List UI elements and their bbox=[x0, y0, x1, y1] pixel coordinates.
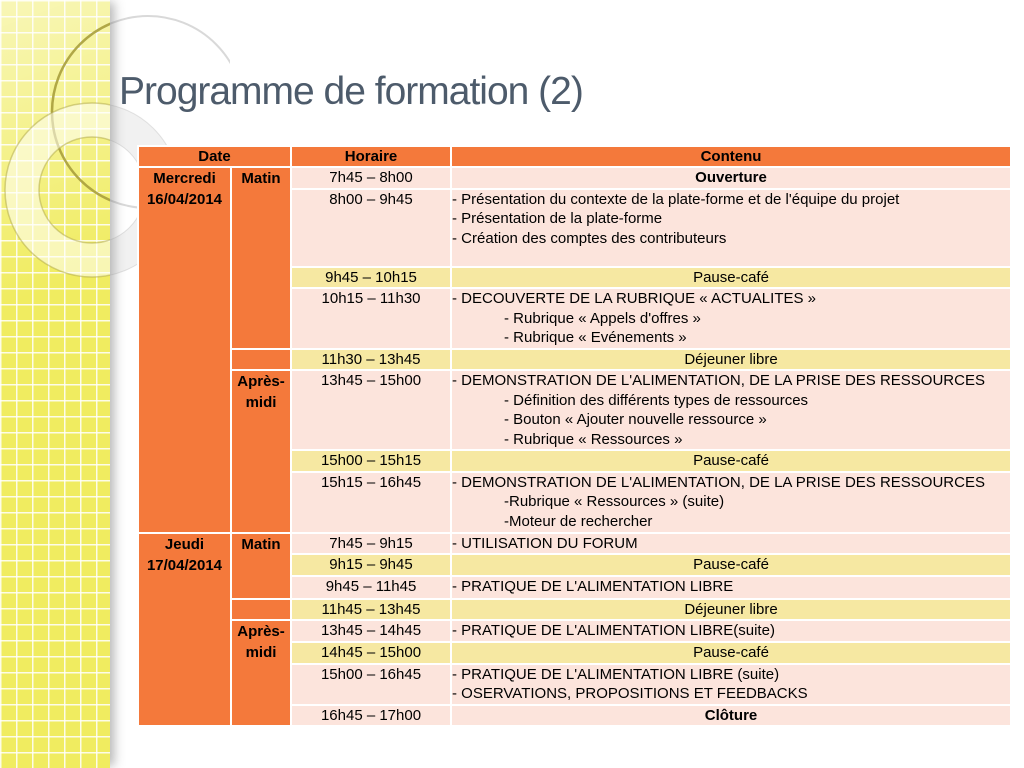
content-line: Déjeuner libre bbox=[684, 600, 778, 618]
time-cell: 11h45 – 13h45 bbox=[290, 597, 453, 621]
content-line: - OSERVATIONS, PROPOSITIONS ET FEEDBACKS bbox=[452, 685, 808, 702]
content-cell: - DECOUVERTE DE LA RUBRIQUE « ACTUALITES… bbox=[450, 287, 1013, 350]
header-contenu: Contenu bbox=[450, 145, 1013, 168]
time-cell: 9h45 – 11h45 bbox=[290, 574, 453, 600]
content-line: - DEMONSTRATION DE L'ALIMENTATION, DE LA… bbox=[452, 372, 985, 389]
time-cell: 14h45 – 15h00 bbox=[290, 641, 453, 665]
time-cell: 15h00 – 16h45 bbox=[290, 662, 453, 706]
time-cell: 15h00 – 15h15 bbox=[290, 449, 453, 473]
content-cell: - DEMONSTRATION DE L'ALIMENTATION, DE LA… bbox=[450, 369, 1013, 451]
content-line: - UTILISATION DU FORUM bbox=[452, 534, 638, 552]
time-cell: 8h00 – 9h45 bbox=[290, 187, 453, 268]
content-line: Pause-café bbox=[693, 556, 769, 573]
schedule-table: Date Horaire Contenu Mercredi 16/04/2014 M… bbox=[136, 145, 1013, 727]
content-line: Pause-café bbox=[693, 452, 769, 469]
date-cell: Jeudi 17/04/2014 bbox=[137, 531, 232, 727]
time-cell: 13h45 – 14h45 bbox=[290, 619, 453, 643]
schedule-table-container: Date Horaire Contenu Mercredi 16/04/2014 M… bbox=[136, 145, 1013, 727]
table-row: 9h45 – 11h45- PRATIQUE DE L'ALIMENTATION… bbox=[138, 574, 1013, 600]
date-cell: Mercredi 16/04/2014 bbox=[137, 166, 232, 534]
content-line: - DECOUVERTE DE LA RUBRIQUE « ACTUALITES… bbox=[452, 290, 816, 307]
content-line: - PRATIQUE DE L'ALIMENTATION LIBRE bbox=[452, 577, 734, 595]
time-cell: 11h30 – 13h45 bbox=[290, 347, 453, 371]
content-line: - Bouton « Ajouter nouvelle ressource » bbox=[504, 411, 767, 428]
table-row: Après-midi 13h45 – 14h45- PRATIQUE DE L'A… bbox=[138, 619, 1013, 727]
table-row: 11h45 – 13h45 Déjeuner libre bbox=[138, 597, 1013, 621]
content-cell: Déjeuner libre bbox=[450, 347, 1013, 371]
time-cell: 9h15 – 9h45 bbox=[290, 553, 453, 577]
table-row: 11h30 – 13h45 Déjeuner libre bbox=[138, 347, 1013, 371]
time-cell: 13h45 – 15h00 bbox=[290, 369, 453, 451]
content-cell: - UTILISATION DU FORUM bbox=[450, 531, 1013, 555]
content-cell: - PRATIQUE DE L'ALIMENTATION LIBRE(suite… bbox=[450, 619, 1013, 643]
content-cell: Pause-café bbox=[450, 641, 1013, 665]
content-cell: - DEMONSTRATION DE L'ALIMENTATION, DE LA… bbox=[450, 470, 1013, 534]
table-row: 10h15 – 11h30- DECOUVERTE DE LA RUBRIQUE… bbox=[138, 287, 1013, 350]
content-cell: Clôture bbox=[450, 703, 1013, 727]
sidebar-decoration bbox=[0, 0, 110, 768]
page-title: Programme de formation (2) bbox=[119, 70, 584, 113]
content-cell: - PRATIQUE DE L'ALIMENTATION LIBRE bbox=[450, 574, 1013, 600]
time-cell: 10h15 – 11h30 bbox=[290, 287, 453, 350]
content-line: -Moteur de rechercher bbox=[504, 512, 653, 530]
table-row: 15h15 – 16h45- DEMONSTRATION DE L'ALIMEN… bbox=[138, 470, 1013, 534]
period-cell: Matin bbox=[229, 531, 293, 600]
content-line: - Rubrique « Evénements » bbox=[504, 329, 687, 346]
time-cell: 15h15 – 16h45 bbox=[290, 470, 453, 534]
content-line: Pause-café bbox=[693, 644, 769, 661]
content-line: Déjeuner libre bbox=[684, 350, 778, 368]
content-line: - Rubrique « Ressources » bbox=[504, 430, 683, 448]
content-line: -Rubrique « Ressources » (suite) bbox=[504, 493, 725, 510]
table-row: 15h00 – 16h45- PRATIQUE DE L'ALIMENTATIO… bbox=[138, 662, 1013, 706]
content-line: Clôture bbox=[704, 706, 758, 724]
table-row: Jeudi 17/04/2014 Matin 7h45 – 9h15- UTILISA… bbox=[137, 531, 1013, 727]
period-cell: Après-midi bbox=[229, 619, 293, 727]
content-line: - Rubrique « Appels d'offres » bbox=[504, 309, 701, 327]
table-row: 8h00 – 9h45- Présentation du contexte de… bbox=[138, 187, 1013, 268]
content-cell: Déjeuner libre bbox=[450, 597, 1013, 621]
table-header-row: Date Horaire Contenu bbox=[136, 145, 1013, 168]
time-cell: 7h45 – 8h00 bbox=[290, 166, 453, 190]
table-row: Après-midi 13h45 – 15h00- DEMONSTRATION D… bbox=[138, 369, 1013, 534]
time-cell: 16h45 – 17h00 bbox=[290, 703, 453, 727]
content-line: - Présentation du contexte de la plate-f… bbox=[452, 190, 900, 208]
time-cell: 7h45 – 9h15 bbox=[290, 531, 453, 555]
content-cell: - PRATIQUE DE L'ALIMENTATION LIBRE (suit… bbox=[450, 662, 1013, 706]
content-line: - PRATIQUE DE L'ALIMENTATION LIBRE(suite… bbox=[452, 622, 775, 639]
content-line: - Présentation de la plate-forme bbox=[452, 210, 663, 227]
content-line: Pause-café bbox=[693, 268, 769, 286]
content-cell: Pause-café bbox=[450, 449, 1013, 473]
content-line: - Création des comptes des contributeurs bbox=[452, 229, 727, 247]
period-cell: Matin bbox=[229, 166, 293, 350]
period-cell bbox=[229, 597, 293, 621]
time-cell: 9h45 – 10h15 bbox=[290, 265, 453, 289]
period-cell bbox=[229, 347, 293, 371]
content-line: - PRATIQUE DE L'ALIMENTATION LIBRE (suit… bbox=[452, 665, 780, 683]
content-cell: - Présentation du contexte de la plate-f… bbox=[450, 187, 1013, 268]
content-line: - Définition des différents types de res… bbox=[504, 391, 809, 409]
header-date: Date bbox=[136, 145, 293, 168]
table-row: 15h00 – 15h15 Pause-café bbox=[138, 449, 1013, 473]
content-line: - DEMONSTRATION DE L'ALIMENTATION, DE LA… bbox=[452, 473, 985, 491]
content-cell: Pause-café bbox=[450, 265, 1013, 289]
table-row: 14h45 – 15h00 Pause-café bbox=[138, 641, 1013, 665]
content-cell: Ouverture bbox=[450, 166, 1013, 190]
table-row: 16h45 – 17h00 Clôture bbox=[138, 703, 1013, 727]
period-cell: Après-midi bbox=[229, 369, 293, 534]
content-cell: Pause-café bbox=[450, 553, 1013, 577]
table-row: Mercredi 16/04/2014 Matin 7h45 – 8h00 Ouvert… bbox=[137, 166, 1013, 534]
header-horaire: Horaire bbox=[290, 145, 453, 168]
content-line: Ouverture bbox=[695, 169, 767, 186]
